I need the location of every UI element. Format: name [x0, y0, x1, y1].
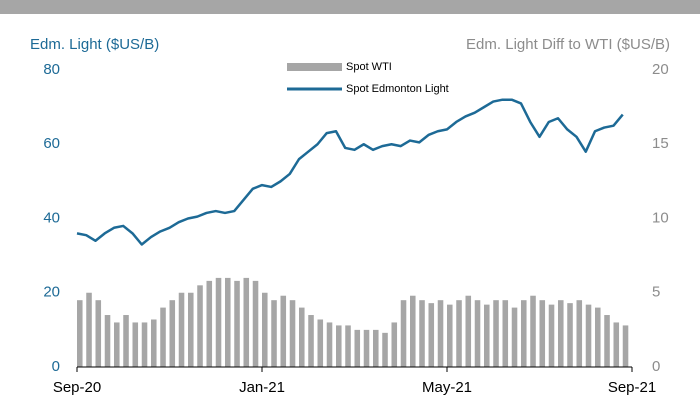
bar [428, 303, 435, 367]
bar [502, 300, 509, 367]
bar [511, 307, 518, 367]
bar [576, 300, 583, 367]
legend-swatch-bar [287, 63, 342, 71]
bar [456, 300, 462, 367]
bar [206, 280, 213, 367]
bar [132, 322, 139, 367]
bar [437, 300, 444, 367]
bar [400, 300, 407, 367]
bar [280, 295, 287, 367]
x-tick-label: Sep-20 [53, 379, 101, 396]
bar [326, 322, 333, 367]
bar [484, 304, 490, 367]
legend-label: Spot Edmonton Light [346, 83, 449, 95]
y2-axis-title: Edm. Light Diff to WTI ($US/B) [466, 36, 670, 53]
bar [169, 300, 176, 367]
bar [447, 304, 453, 367]
y2-tick-label: 5 [652, 284, 660, 301]
bar [585, 304, 592, 367]
bar [613, 322, 620, 367]
bar [86, 292, 92, 367]
legend-label: Spot WTI [346, 61, 392, 73]
bar [123, 315, 129, 367]
x-tick-label: Jan-21 [239, 379, 285, 396]
bar [151, 319, 157, 367]
bar [160, 307, 166, 367]
bar [548, 304, 555, 367]
y-tick-label: 80 [43, 61, 60, 78]
bar [308, 315, 314, 367]
y-tick-label: 20 [43, 284, 60, 301]
line [76, 98, 624, 246]
bar [262, 292, 268, 367]
x-tick-label: May-21 [422, 379, 472, 396]
bar [539, 300, 546, 367]
bar [604, 315, 610, 367]
bar [114, 322, 120, 367]
bar [391, 322, 398, 367]
y2-tick-label: 15 [652, 135, 669, 152]
bar [373, 329, 379, 367]
y2-tick-label: 10 [652, 209, 669, 226]
bar [197, 285, 203, 367]
bar [252, 280, 259, 367]
bar [225, 277, 231, 367]
bar [178, 292, 185, 367]
bar [289, 300, 296, 367]
header-band [0, 0, 700, 14]
bar [493, 300, 499, 367]
bar [95, 300, 102, 367]
bar [363, 329, 370, 367]
bar [215, 277, 222, 367]
y-axis-title: Edm. Light ($US/B) [30, 36, 159, 53]
bar [271, 300, 277, 367]
bar [188, 292, 194, 367]
y-tick-label: 0 [52, 358, 60, 375]
y-tick-label: 40 [43, 209, 60, 226]
bar [141, 322, 148, 367]
y2-tick-label: 20 [652, 61, 669, 78]
bar [567, 303, 573, 367]
bar [410, 295, 416, 367]
y-tick-label: 60 [43, 135, 60, 152]
bar [104, 315, 111, 367]
bar [474, 300, 481, 367]
bar [419, 300, 425, 367]
bar [595, 307, 601, 367]
bar [299, 307, 305, 367]
bar [465, 295, 472, 367]
bar [622, 325, 629, 367]
bar [558, 300, 564, 367]
x-tick-label: Sep-21 [608, 379, 656, 396]
bar [234, 280, 240, 367]
y2-tick-label: 0 [652, 358, 660, 375]
bar [530, 295, 536, 367]
bar [243, 277, 250, 367]
bar [382, 332, 388, 367]
bar [354, 329, 361, 367]
bar [317, 319, 324, 367]
bar [521, 300, 527, 367]
bar [345, 325, 351, 367]
bar [77, 300, 83, 367]
bar [336, 325, 342, 367]
